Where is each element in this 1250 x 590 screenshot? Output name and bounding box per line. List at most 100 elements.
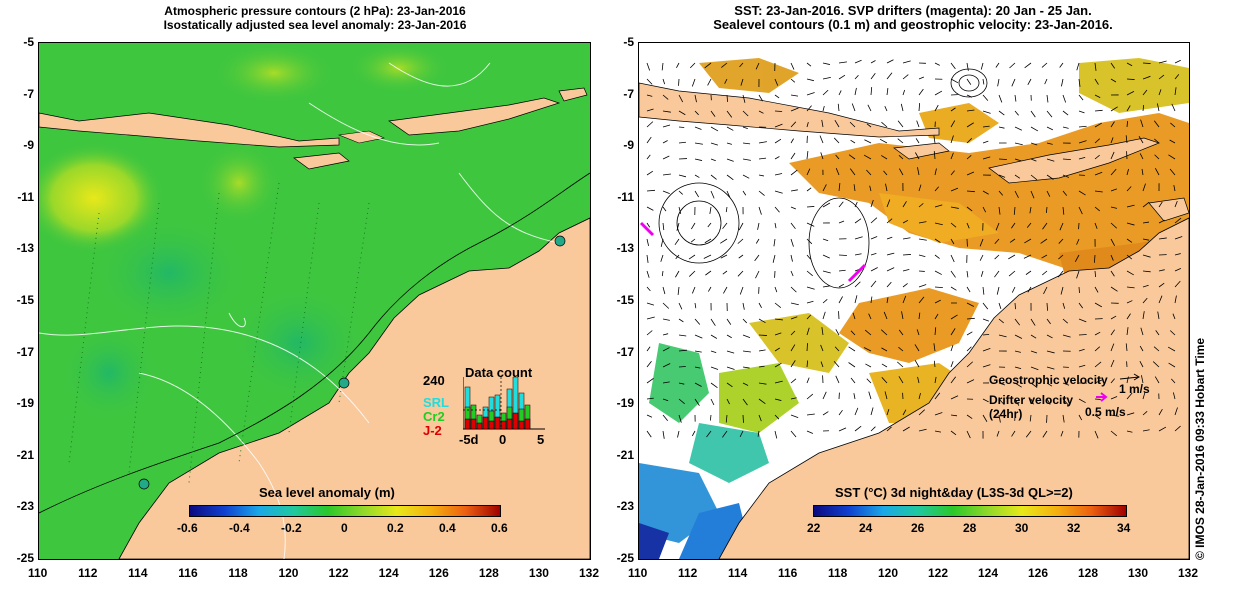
velocity-arrow — [1126, 91, 1135, 96]
velocity-arrow — [881, 121, 888, 128]
sea-level-tick-labels: -0.6 -0.4 -0.2 0 0.2 0.4 0.6 — [169, 521, 519, 537]
velocity-arrow — [1110, 329, 1115, 336]
velocity-arrow — [934, 270, 942, 275]
right-y-tick-label: -13 — [616, 241, 634, 256]
velocity-arrow — [661, 62, 664, 71]
velocity-arrow — [774, 332, 782, 336]
velocity-arrow — [1174, 407, 1178, 416]
velocity-arrow — [1158, 219, 1165, 224]
velocity-arrow — [726, 382, 733, 388]
velocity-arrow — [705, 270, 712, 276]
velocity-arrow — [982, 414, 988, 422]
velocity-arrow — [1040, 238, 1048, 244]
velocity-arrow — [646, 238, 649, 247]
velocity-arrow — [1078, 348, 1085, 352]
velocity-arrow — [994, 238, 1000, 245]
velocity-arrow — [694, 110, 699, 116]
velocity-arrow — [933, 360, 936, 368]
velocity-arrow — [917, 167, 920, 176]
velocity-arrow — [1157, 311, 1160, 320]
velocity-arrow — [1058, 238, 1064, 244]
velocity-arrow — [758, 382, 767, 385]
velocity-arrow — [806, 168, 811, 176]
velocity-arrow — [966, 346, 972, 352]
sea-level-tick: 0 — [341, 521, 348, 535]
velocity-arrow — [1152, 361, 1160, 368]
velocity-arrow — [820, 361, 824, 368]
velocity-arrow — [966, 109, 975, 112]
velocity-arrow — [660, 254, 664, 262]
velocity-arrow — [996, 286, 1000, 295]
velocity-arrow — [742, 414, 744, 423]
velocity-arrow — [774, 78, 779, 86]
velocity-arrow — [838, 183, 841, 192]
velocity-arrow — [898, 168, 904, 176]
velocity-arrow — [869, 185, 872, 192]
velocity-arrow — [678, 414, 682, 423]
velocity-arrow — [966, 206, 973, 212]
velocity-arrow — [1142, 297, 1148, 304]
velocity-arrow — [854, 281, 861, 288]
velocity-arrow — [1174, 253, 1181, 256]
inset-x-minus5: -5d — [459, 432, 479, 447]
velocity-arrow — [1170, 122, 1176, 128]
velocity-arrow — [1158, 295, 1163, 304]
velocity-arrow — [1046, 302, 1048, 311]
velocity-arrow — [1014, 366, 1022, 370]
velocity-arrow — [1030, 142, 1038, 146]
velocity-arrow — [790, 286, 797, 293]
velocity-arrow — [662, 333, 669, 336]
velocity-arrow — [710, 158, 716, 162]
velocity-arrow — [848, 362, 856, 368]
velocity-arrow — [774, 286, 778, 293]
credit-text: © IMOS 28-Jan-2016 09:33 Hobart Time — [1193, 337, 1207, 560]
velocity-arrow — [933, 343, 936, 352]
velocity-arrow — [822, 254, 830, 259]
velocity-arrow — [646, 330, 653, 336]
velocity-arrow — [918, 203, 924, 208]
sst-tick: 26 — [911, 521, 925, 535]
velocity-arrow — [1158, 282, 1165, 288]
inset-x-5: 5 — [537, 432, 545, 447]
velocity-arrow — [886, 408, 890, 416]
velocity-arrow — [1011, 430, 1016, 437]
velocity-arrow — [726, 350, 735, 354]
velocity-arrow — [854, 425, 862, 432]
velocity-arrow — [737, 238, 744, 244]
velocity-arrow — [726, 366, 735, 370]
velocity-arrow — [854, 295, 858, 304]
velocity-arrow — [1076, 270, 1080, 279]
velocity-arrow — [1142, 254, 1151, 258]
velocity-arrow — [950, 344, 954, 352]
velocity-arrow — [1142, 270, 1151, 273]
velocity-arrow — [838, 296, 843, 304]
right-y-tick-label: -25 — [616, 551, 634, 565]
velocity-arrow — [1110, 315, 1117, 320]
velocity-arrow — [1153, 346, 1160, 352]
velocity-arrow — [950, 270, 956, 278]
velocity-arrow — [678, 94, 684, 103]
sst-tick: 32 — [1067, 521, 1081, 535]
velocity-arrow — [742, 158, 751, 161]
right-y-tick-label: -5 — [623, 35, 634, 49]
velocity-arrow — [822, 411, 829, 416]
velocity-arrow — [854, 201, 858, 208]
velocity-arrow — [821, 119, 824, 128]
velocity-arrow — [646, 270, 650, 278]
right-title-line1: SST: 23-Jan-2016. SVP drifters (magenta)… — [734, 3, 1092, 18]
velocity-arrow — [691, 222, 696, 230]
velocity-arrow — [854, 407, 859, 416]
velocity-arrow — [852, 312, 856, 320]
velocity-arrow — [1094, 361, 1102, 368]
velocity-arrow — [1046, 142, 1053, 145]
velocity-arrow — [1045, 206, 1048, 213]
velocity-arrow — [1126, 78, 1135, 80]
velocity-arrow — [819, 135, 824, 144]
velocity-arrow — [822, 270, 831, 274]
velocity-arrow — [774, 173, 783, 176]
velocity-arrow — [724, 78, 728, 84]
velocity-arrow — [915, 152, 920, 160]
velocity-arrow — [1158, 269, 1165, 272]
velocity-arrow — [822, 105, 825, 112]
velocity-arrow — [1078, 94, 1084, 101]
